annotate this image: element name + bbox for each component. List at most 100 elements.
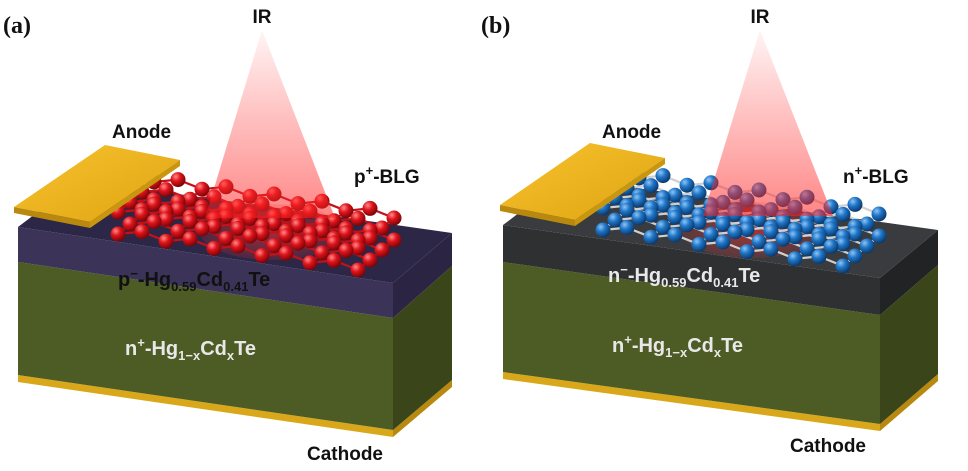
carbon-atom	[158, 233, 174, 249]
carbon-atom	[290, 235, 306, 251]
carbon-atom	[859, 216, 875, 232]
carbon-atom	[787, 251, 803, 267]
bottom-layer-side	[880, 265, 938, 424]
carbon-atom	[194, 203, 210, 219]
carbon-atom	[326, 235, 342, 251]
bottom-layer-label: n+-Hg1−xCdxTe	[125, 335, 256, 363]
carbon-atom	[799, 219, 815, 235]
cathode-label: Cathode	[790, 436, 866, 457]
top-layer-front	[503, 225, 880, 315]
ir-beam	[703, 30, 833, 216]
top-layer-label: p−-Hg0.59Cd0.41Te	[118, 266, 270, 294]
carbon-atom	[122, 216, 138, 232]
carbon-atom	[739, 244, 755, 260]
top-layer-front	[18, 227, 393, 318]
carbon-atom	[619, 220, 635, 236]
carbon-atom	[362, 200, 378, 216]
carbon-atom	[751, 234, 767, 250]
bottom-layer-side	[393, 266, 452, 430]
carbon-atom	[655, 168, 671, 184]
carbon-atom	[859, 238, 875, 254]
carbon-atom	[146, 214, 162, 230]
carbon-atom	[871, 228, 887, 244]
carbon-atom	[763, 224, 779, 240]
carbon-atom	[775, 214, 791, 230]
carbon-atom	[655, 219, 671, 235]
carbon-atom	[206, 240, 222, 256]
carbon-atom	[655, 197, 671, 213]
carbon-atom	[110, 226, 126, 242]
carbon-atom	[715, 216, 731, 232]
panel-label: (b)	[481, 13, 510, 39]
carbon-atom	[362, 252, 378, 268]
top-layer-label: n−-Hg0.59Cd0.41Te	[608, 262, 760, 290]
carbon-atom	[278, 228, 294, 244]
carbon-atom	[667, 209, 683, 225]
carbon-atom	[182, 231, 198, 247]
anode-label: Anode	[602, 122, 661, 143]
carbon-atom	[278, 245, 294, 261]
carbon-atom	[194, 221, 210, 237]
carbon-atom	[386, 232, 402, 248]
carbon-atom	[739, 222, 755, 238]
carbon-atom	[218, 230, 234, 246]
anode-label: Anode	[112, 122, 171, 143]
carbon-atom	[158, 182, 174, 198]
carbon-atom	[338, 203, 354, 219]
carbon-atom	[194, 181, 210, 197]
carbon-atom	[134, 224, 150, 240]
carbon-atom	[290, 218, 306, 234]
anode-contact	[500, 143, 665, 220]
carbon-atom	[643, 207, 659, 223]
carbon-atom	[643, 178, 659, 194]
carbon-atom	[871, 206, 887, 222]
carbon-atom	[835, 236, 851, 252]
carbon-atom	[170, 201, 186, 217]
bottom-layer-front	[503, 262, 880, 424]
ir-label: IR	[253, 7, 272, 28]
carbon-atom	[679, 177, 695, 193]
carbon-atom	[230, 238, 246, 254]
carbon-atom	[847, 226, 863, 242]
carbon-atom	[667, 227, 683, 243]
panel-b: (b) IR Anode n+-BLG n−-Hg0.59Cd0.41Te n+…	[481, 7, 938, 457]
carbon-atom	[835, 206, 851, 222]
carbon-atom	[667, 187, 683, 203]
carbon-atom	[631, 210, 647, 226]
bottom-layer-label: n+-Hg1−xCdxTe	[612, 332, 743, 360]
carbon-atom	[338, 225, 354, 241]
carbon-atom	[643, 229, 659, 245]
carbon-atom	[350, 210, 366, 226]
carbon-atom	[631, 192, 647, 208]
carbon-atom	[254, 248, 270, 264]
carbon-atom	[302, 233, 318, 249]
carbon-atom	[134, 206, 150, 222]
carbon-atom	[847, 196, 863, 212]
carbon-atom	[679, 199, 695, 215]
carbon-atom	[182, 213, 198, 229]
carbon-atom	[679, 217, 695, 233]
carbon-atom	[775, 231, 791, 247]
cathode-contact	[503, 372, 880, 431]
carbon-atom	[302, 255, 318, 271]
carbon-atom	[230, 220, 246, 236]
carbon-atom	[266, 238, 282, 254]
carbon-atom	[691, 185, 707, 201]
carbon-atom	[158, 211, 174, 227]
panel-label: (a)	[3, 13, 31, 39]
graphene-label: p+-BLG	[354, 163, 420, 188]
carbon-atom	[350, 262, 366, 278]
graphene-label: n+-BLG	[843, 163, 909, 188]
carbon-atom	[715, 234, 731, 250]
ir-label: IR	[751, 7, 770, 28]
carbon-atom	[314, 223, 330, 239]
carbon-atom	[835, 258, 851, 274]
carbon-atom	[362, 230, 378, 246]
carbon-atom	[374, 220, 390, 236]
carbon-atom	[170, 172, 186, 188]
carbon-atom	[619, 202, 635, 218]
top-layer-side	[880, 230, 938, 315]
carbon-atom	[763, 241, 779, 257]
carbon-atom	[266, 216, 282, 232]
